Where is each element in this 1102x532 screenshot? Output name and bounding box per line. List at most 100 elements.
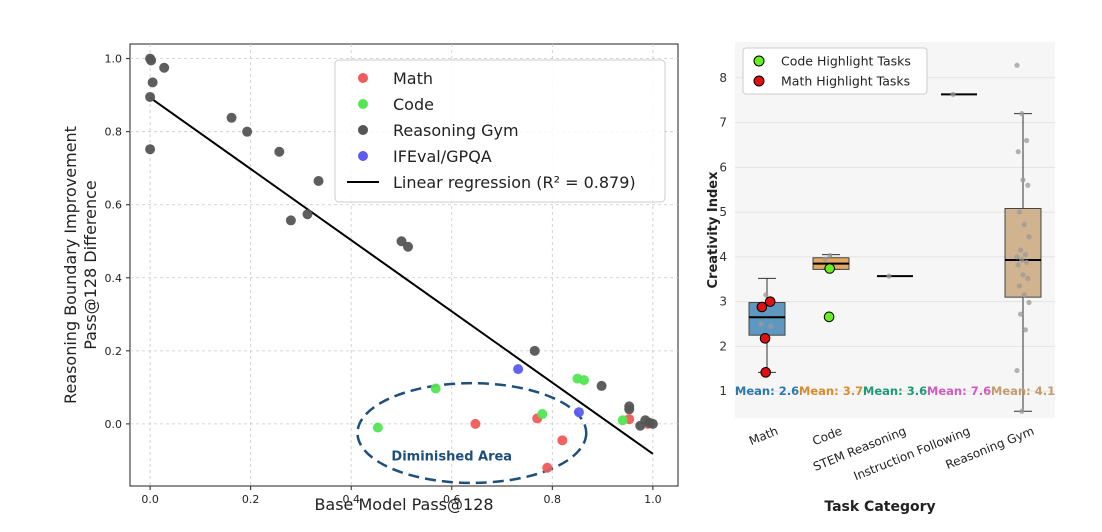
data-point-reasoning-gym [1015, 149, 1021, 155]
left-y-tick-label: 0.8 [105, 126, 123, 139]
point-code [372, 422, 383, 433]
category-label-math: Math [747, 424, 780, 448]
legend-label-regression: Linear regression (R² = 0.879) [393, 173, 636, 192]
highlight-point-math [759, 333, 771, 344]
data-point-reasoning-gym [1018, 311, 1024, 317]
left-x-tick-label: 0.4 [342, 493, 360, 506]
data-point-reasoning-gym [1026, 234, 1032, 240]
right-legend-marker [753, 75, 765, 87]
point-reasoning-gym [159, 62, 170, 73]
highlight-point-math [764, 296, 776, 307]
data-point-reasoning-gym [1016, 283, 1023, 289]
point-reasoning-gym [313, 175, 324, 186]
legend-marker-reasoning-gym [358, 125, 368, 135]
highlight-point-math [756, 301, 768, 313]
data-point-reasoning-gym [1020, 272, 1026, 278]
point-code [430, 383, 441, 394]
left-x-tick-label: 0.0 [141, 493, 159, 506]
point-reasoning-gym [302, 209, 313, 220]
category-label-instruction-following: Instruction Following [852, 424, 972, 484]
regression-line [149, 96, 654, 455]
data-point-code [827, 252, 833, 259]
right-legend-label: Math Highlight Tasks [781, 74, 910, 89]
legend-label-code: Code [393, 95, 434, 114]
right-grid [735, 77, 1055, 392]
left-points [145, 53, 658, 473]
legend-label-reasoning-gym: Reasoning Gym [393, 121, 519, 140]
data-point-reasoning-gym [1014, 367, 1020, 374]
data-point-reasoning-gym [1022, 252, 1028, 258]
data-point-reasoning-gym [1019, 111, 1025, 117]
data-point-math [763, 292, 769, 298]
data-point-reasoning-gym [1024, 137, 1030, 144]
point-ifeval-gpqa [513, 364, 524, 375]
point-reasoning-gym [226, 112, 237, 123]
point-reasoning-gym [596, 380, 607, 391]
point-reasoning-gym [242, 126, 253, 137]
right-points [756, 62, 1032, 414]
right-legend-label: Code Highlight Tasks [781, 54, 911, 69]
data-point-reasoning-gym [1014, 62, 1020, 68]
legend-label-math: Math [393, 69, 433, 88]
data-point-reasoning-gym [1025, 182, 1031, 188]
point-code [617, 415, 628, 426]
right-y-tick-label: 1 [719, 384, 727, 398]
left-y-tick-label: 0.4 [105, 272, 123, 285]
left-legend-box [334, 59, 666, 203]
point-reasoning-gym [403, 241, 414, 252]
point-math [470, 418, 481, 429]
data-point-reasoning-gym [1015, 262, 1021, 268]
data-point-reasoning-gym [1025, 275, 1031, 281]
left-scatter-chart: 0.0 0.2 0.4 0.6 0.8 1.0 0.0 0.2 0.4 0.6 0.8 1.0 Dim… [61, 43, 679, 514]
data-point-stem-reasoning [886, 273, 892, 279]
mean-label-math: Mean: 2.6 [735, 384, 799, 398]
right-legend: Code Highlight Tasks Math Highlight Tasks [742, 47, 928, 95]
data-point-reasoning-gym [1026, 299, 1032, 306]
legend-marker-math [358, 73, 368, 83]
legend-marker-code [358, 99, 368, 109]
left-x-tick-label: 1.0 [644, 493, 662, 506]
data-point-reasoning-gym [1021, 292, 1027, 298]
legend-label-ifeval-gpqa: IFEval/GPQA [393, 147, 492, 166]
diminished-area-ellipse [356, 381, 588, 485]
data-point-reasoning-gym [1019, 257, 1025, 263]
left-x-axis-label: Base Model Pass@128 [314, 495, 493, 514]
point-reasoning-gym [147, 77, 158, 88]
right-y-tick-label: 7 [719, 116, 727, 130]
data-point-math [758, 321, 764, 327]
left-x-tick-label: 0.2 [242, 493, 260, 506]
right-y-tick-label: 4 [719, 250, 727, 264]
right-y-tick-label: 8 [719, 71, 727, 85]
point-reasoning-gym [396, 236, 407, 247]
point-reasoning-gym [145, 91, 156, 102]
mean-label-instruction-following: Mean: 7.6 [927, 384, 991, 398]
data-point-reasoning-gym [1022, 327, 1028, 333]
point-reasoning-gym [146, 55, 157, 66]
right-y-axis-label: Creativity Index [706, 171, 721, 289]
highlight-point-code [823, 311, 835, 323]
data-point-reasoning-gym [1016, 209, 1023, 215]
point-code [537, 409, 548, 420]
data-point-reasoning-gym [1024, 259, 1030, 265]
left-y-axis-label-line2: Pass@128 Difference [81, 180, 100, 350]
mean-label-stem-reasoning: Mean: 3.6 [863, 384, 927, 398]
point-code [578, 375, 589, 386]
point-reasoning-gym [529, 345, 540, 356]
point-reasoning-gym [624, 404, 635, 415]
data-point-reasoning-gym [1014, 254, 1020, 260]
point-reasoning-gym [274, 146, 285, 157]
data-point-reasoning-gym [1020, 177, 1026, 183]
right-plot-area [735, 42, 1055, 418]
highlight-point-math [760, 367, 772, 378]
box-reasoning-gym [1004, 208, 1042, 298]
right-legend-box [742, 47, 928, 95]
left-ticks: 0.0 0.2 0.4 0.6 0.8 1.0 0.0 0.2 0.4 0.6 0.8 1.0 [105, 53, 662, 506]
right-mean-labels: Mean: 2.6 Mean: 3.7 Mean: 3.6 Mean: 7.6 Mean… [735, 384, 1055, 398]
left-y-tick-label: 0.0 [105, 418, 123, 431]
right-y-tick-label: 2 [719, 339, 727, 353]
point-reasoning-gym [145, 144, 156, 155]
right-x-axis-label: Task Category [824, 499, 935, 515]
mean-label-reasoning-gym: Mean: 4.1 [991, 384, 1055, 398]
diminished-area-label: Diminished Area [391, 449, 512, 464]
